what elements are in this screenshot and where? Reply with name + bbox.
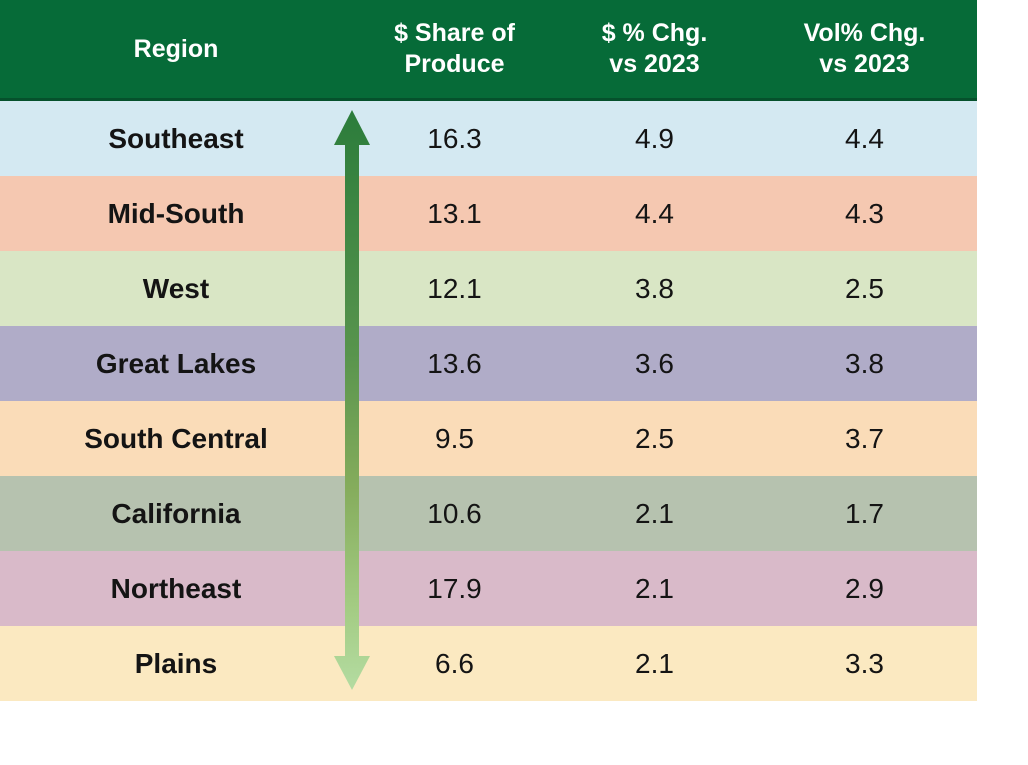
table-row-west: West 12.1 3.8 2.5 (0, 251, 977, 326)
share-value: 13.1 (427, 197, 482, 229)
dollar-chg-value: 3.8 (635, 272, 674, 304)
table-row-california: California 10.6 2.1 1.7 (0, 476, 977, 551)
share-value: 16.3 (427, 122, 482, 154)
table-row-south-central: South Central 9.5 2.5 3.7 (0, 401, 977, 476)
dollar-chg-value: 2.1 (635, 572, 674, 604)
dollar-chg-value: 2.5 (635, 422, 674, 454)
region-name: Southeast (108, 122, 244, 154)
share-value: 10.6 (427, 497, 482, 529)
table-header-row: Region $ Share of Produce $ % Chg. vs 20… (0, 0, 977, 101)
share-value: 6.6 (435, 647, 474, 679)
table-row-southeast: Southeast 16.3 4.9 4.4 (0, 101, 977, 176)
share-value: 17.9 (427, 572, 482, 604)
region-name: Northeast (110, 572, 242, 604)
table-row-plains: Plains 6.6 2.1 3.3 (0, 626, 977, 701)
regions-table: Region $ Share of Produce $ % Chg. vs 20… (0, 0, 977, 701)
header-dollar-pct-chg: $ % Chg. vs 2023 (601, 19, 708, 78)
region-name: Mid-South (107, 197, 245, 229)
vol-chg-value: 4.4 (845, 122, 884, 154)
dollar-chg-value: 2.1 (635, 647, 674, 679)
vol-chg-value: 1.7 (845, 497, 884, 529)
region-name: South Central (84, 422, 268, 454)
vol-chg-value: 2.5 (845, 272, 884, 304)
vol-chg-value: 3.8 (845, 347, 884, 379)
region-name: California (111, 497, 241, 529)
share-value: 12.1 (427, 272, 482, 304)
dollar-chg-value: 2.1 (635, 497, 674, 529)
vol-chg-value: 4.3 (845, 197, 884, 229)
table-row-great-lakes: Great Lakes 13.6 3.6 3.8 (0, 326, 977, 401)
dollar-chg-value: 4.4 (635, 197, 674, 229)
header-share-of-produce: $ Share of Produce (394, 19, 515, 78)
header-vol-pct-chg: Vol% Chg. vs 2023 (803, 19, 926, 78)
header-region: Region (133, 34, 219, 63)
region-name: Great Lakes (95, 347, 257, 379)
vol-chg-value: 3.3 (845, 647, 884, 679)
region-name: Plains (134, 647, 218, 679)
dollar-chg-value: 3.6 (635, 347, 674, 379)
dollar-chg-value: 4.9 (635, 122, 674, 154)
table-row-mid-south: Mid-South 13.1 4.4 4.3 (0, 176, 977, 251)
vol-chg-value: 3.7 (845, 422, 884, 454)
region-name: West (142, 272, 210, 304)
table-row-northeast: Northeast 17.9 2.1 2.9 (0, 551, 977, 626)
share-value: 13.6 (427, 347, 482, 379)
share-value: 9.5 (435, 422, 474, 454)
vol-chg-value: 2.9 (845, 572, 884, 604)
